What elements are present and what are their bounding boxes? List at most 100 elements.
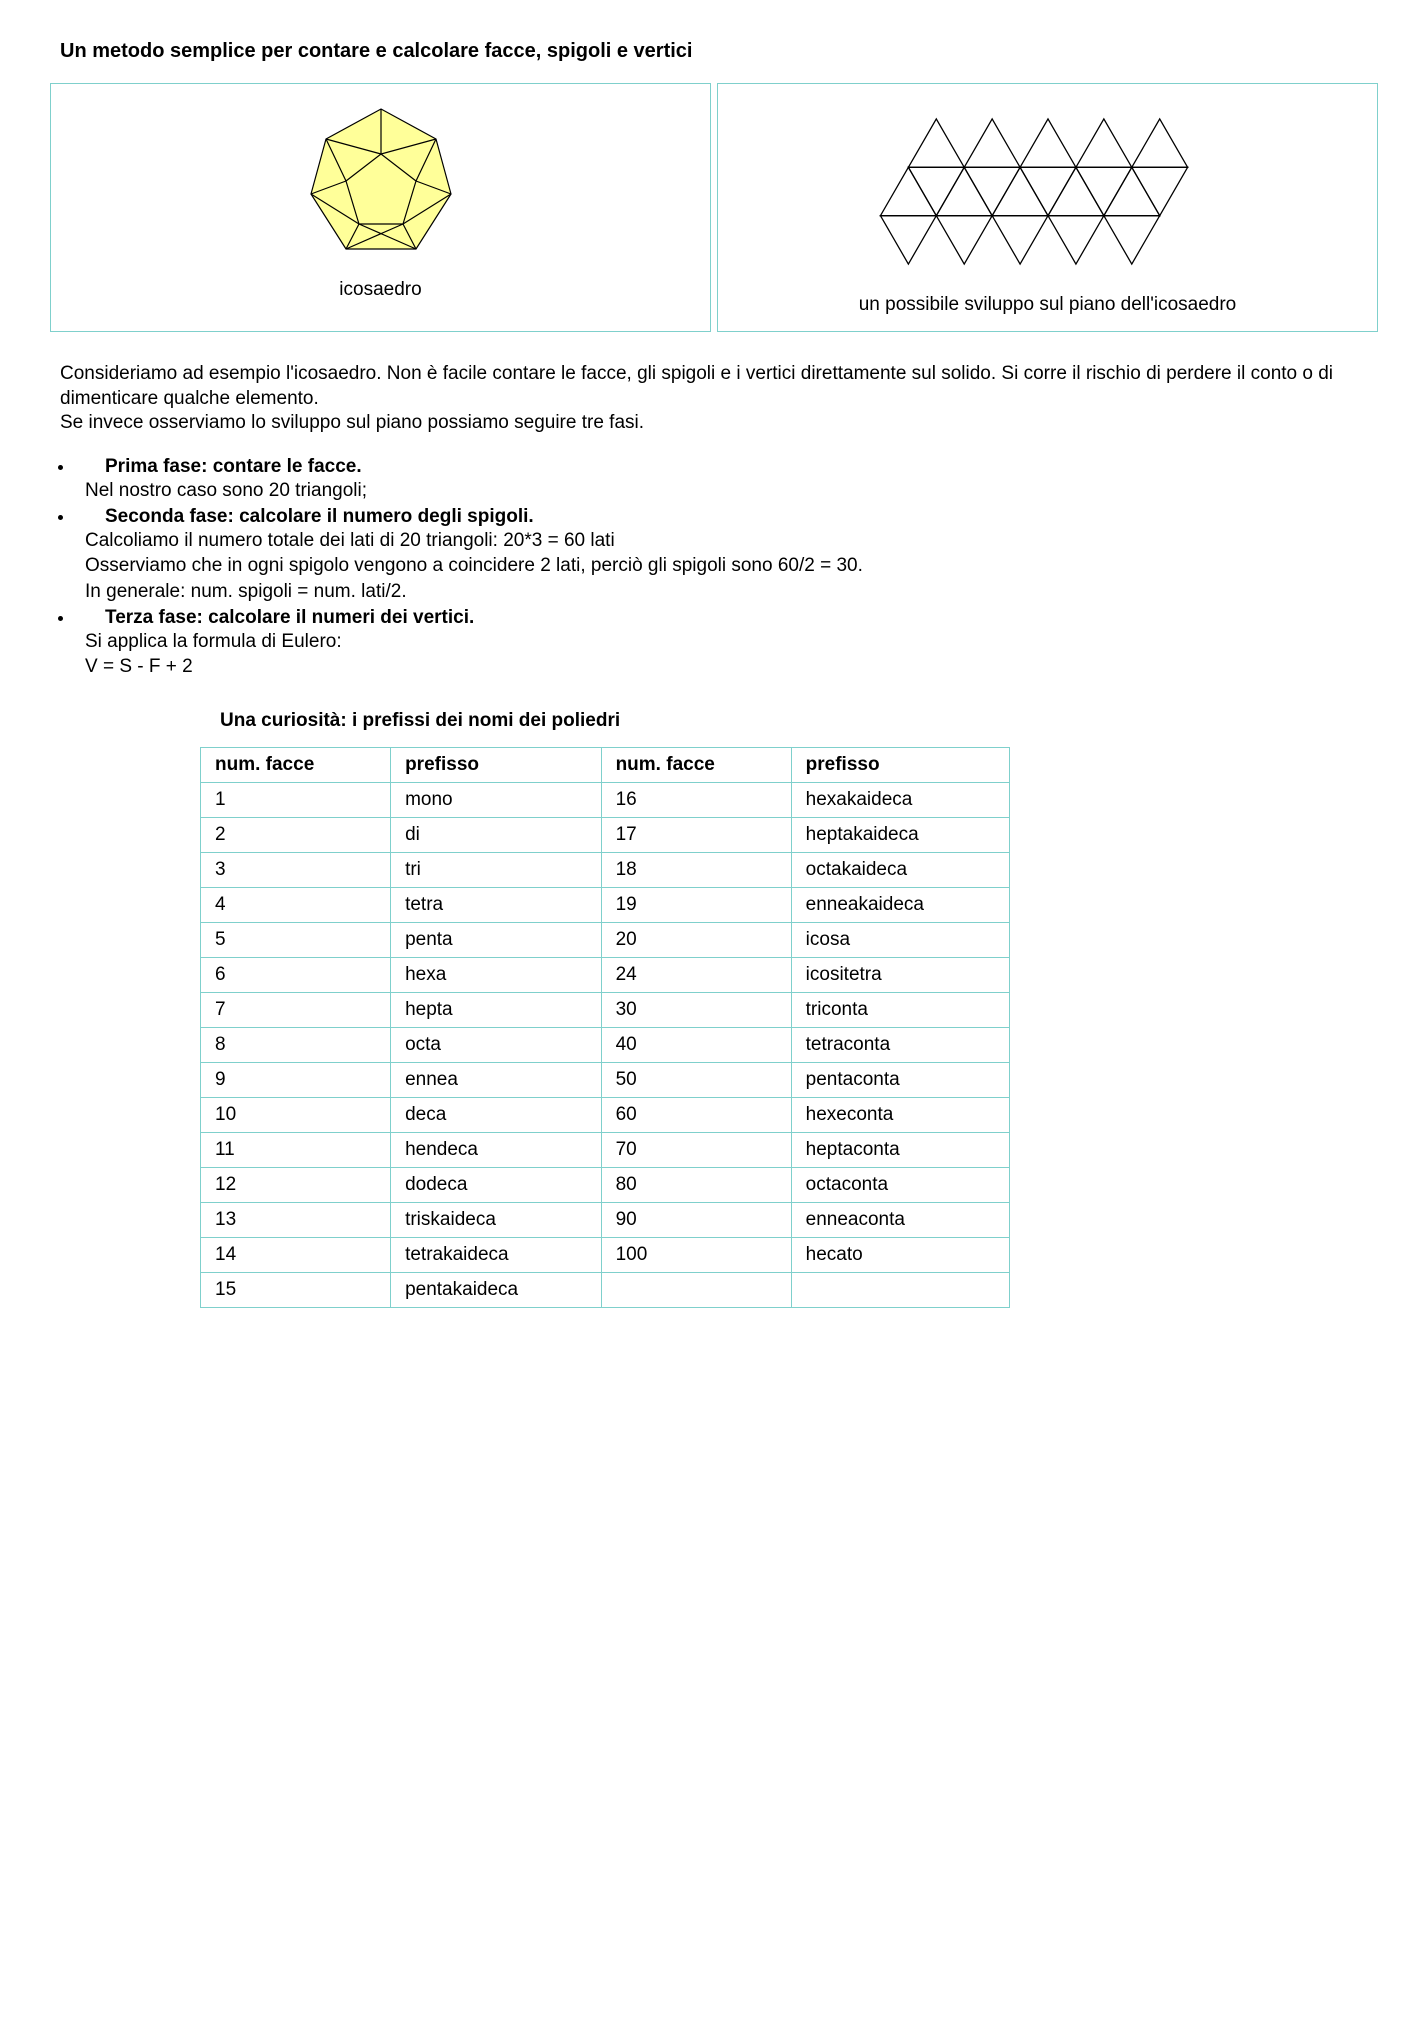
phase-title: Prima fase: contare le facce. <box>105 456 1378 478</box>
table-cell: tetrakaideca <box>391 1237 602 1272</box>
table-cell: 30 <box>601 992 791 1027</box>
table-cell: 13 <box>201 1202 391 1237</box>
table-cell: pentakaideca <box>391 1272 602 1307</box>
table-cell: hepta <box>391 992 602 1027</box>
table-cell: 90 <box>601 1202 791 1237</box>
table-cell: tri <box>391 852 602 887</box>
table-cell: heptakaideca <box>791 817 1009 852</box>
phase-body: Si applica la formula di Eulero:V = S - … <box>85 629 1378 680</box>
table-cell: 40 <box>601 1027 791 1062</box>
table-row: 2di17heptakaideca <box>201 817 1010 852</box>
phases-list: Prima fase: contare le facce.Nel nostro … <box>50 456 1378 680</box>
table-cell: hecato <box>791 1237 1009 1272</box>
table-cell: 17 <box>601 817 791 852</box>
table-cell: 8 <box>201 1027 391 1062</box>
table-cell: deca <box>391 1097 602 1132</box>
table-header: prefisso <box>791 747 1009 782</box>
table-cell: triconta <box>791 992 1009 1027</box>
table-row: 6hexa24icositetra <box>201 957 1010 992</box>
table-row: 9ennea50pentaconta <box>201 1062 1010 1097</box>
table-cell: dodeca <box>391 1167 602 1202</box>
table-row: 5penta20icosa <box>201 922 1010 957</box>
table-row: 14tetrakaideca100hecato <box>201 1237 1010 1272</box>
phase-item: Terza fase: calcolare il numeri dei vert… <box>75 607 1378 680</box>
table-cell: 12 <box>201 1167 391 1202</box>
figure-cell-left: icosaedro <box>50 83 711 332</box>
table-cell <box>791 1272 1009 1307</box>
table-cell: pentaconta <box>791 1062 1009 1097</box>
phase-title: Seconda fase: calcolare il numero degli … <box>105 506 1378 528</box>
table-header: num. facce <box>201 747 391 782</box>
table-cell: 9 <box>201 1062 391 1097</box>
table-row: 4tetra19enneakaideca <box>201 887 1010 922</box>
table-cell: 7 <box>201 992 391 1027</box>
table-cell: 14 <box>201 1237 391 1272</box>
table-cell: 5 <box>201 922 391 957</box>
table-cell: 19 <box>601 887 791 922</box>
phase-title: Terza fase: calcolare il numeri dei vert… <box>105 607 1378 629</box>
table-cell: triskaideca <box>391 1202 602 1237</box>
table-row: 12dodeca80octaconta <box>201 1167 1010 1202</box>
table-cell: tetra <box>391 887 602 922</box>
phase-body: Nel nostro caso sono 20 triangoli; <box>85 478 1378 504</box>
table-cell: 3 <box>201 852 391 887</box>
table-cell: 18 <box>601 852 791 887</box>
intro-text: Consideriamo ad esempio l'icosaedro. Non… <box>60 362 1378 436</box>
table-cell: tetraconta <box>791 1027 1009 1062</box>
table-cell: hendeca <box>391 1132 602 1167</box>
table-cell: mono <box>391 782 602 817</box>
table-header: num. facce <box>601 747 791 782</box>
table-row: 11hendeca70heptaconta <box>201 1132 1010 1167</box>
table-cell: hexa <box>391 957 602 992</box>
curiosity-title: Una curiosità: i prefissi dei nomi dei p… <box>220 710 1378 732</box>
table-cell: 1 <box>201 782 391 817</box>
table-cell: hexeconta <box>791 1097 1009 1132</box>
intro-p1: Consideriamo ad esempio l'icosaedro. Non… <box>60 363 1333 409</box>
table-cell: 50 <box>601 1062 791 1097</box>
table-cell: 4 <box>201 887 391 922</box>
table-cell: enneaconta <box>791 1202 1009 1237</box>
table-cell: 11 <box>201 1132 391 1167</box>
table-cell: 20 <box>601 922 791 957</box>
table-cell: ennea <box>391 1062 602 1097</box>
table-row: 3tri18octakaideca <box>201 852 1010 887</box>
phase-body: Calcoliamo il numero totale dei lati di … <box>85 528 1378 605</box>
table-cell: 15 <box>201 1272 391 1307</box>
table-cell: icositetra <box>791 957 1009 992</box>
figure-row: icosaedro un possibile sviluppo sul pian… <box>50 83 1378 332</box>
table-cell: 70 <box>601 1132 791 1167</box>
table-cell: di <box>391 817 602 852</box>
prefix-table: num. facceprefissonum. facceprefisso 1mo… <box>200 747 1010 1308</box>
table-cell: 6 <box>201 957 391 992</box>
table-cell: 24 <box>601 957 791 992</box>
table-cell: 60 <box>601 1097 791 1132</box>
table-row: 10deca60hexeconta <box>201 1097 1010 1132</box>
phase-item: Seconda fase: calcolare il numero degli … <box>75 506 1378 605</box>
figure-caption-left: icosaedro <box>61 279 700 301</box>
table-cell: heptaconta <box>791 1132 1009 1167</box>
icosahedron-icon <box>296 99 466 269</box>
table-cell: icosa <box>791 922 1009 957</box>
table-row: 7hepta30triconta <box>201 992 1010 1027</box>
table-cell: 16 <box>601 782 791 817</box>
table-cell: 10 <box>201 1097 391 1132</box>
table-row: 8octa40tetraconta <box>201 1027 1010 1062</box>
table-cell: octaconta <box>791 1167 1009 1202</box>
table-header: prefisso <box>391 747 602 782</box>
table-cell: enneakaideca <box>791 887 1009 922</box>
table-cell: 80 <box>601 1167 791 1202</box>
table-cell <box>601 1272 791 1307</box>
table-cell: hexakaideca <box>791 782 1009 817</box>
table-row: 1mono16hexakaideca <box>201 782 1010 817</box>
table-cell: 100 <box>601 1237 791 1272</box>
page-title: Un metodo semplice per contare e calcola… <box>60 40 1378 63</box>
phase-item: Prima fase: contare le facce.Nel nostro … <box>75 456 1378 504</box>
table-cell: octakaideca <box>791 852 1009 887</box>
table-cell: octa <box>391 1027 602 1062</box>
intro-p2: Se invece osserviamo lo sviluppo sul pia… <box>60 412 644 433</box>
table-cell: 2 <box>201 817 391 852</box>
table-row: 15pentakaideca <box>201 1272 1010 1307</box>
icosahedron-net-icon <box>768 99 1328 284</box>
figure-cell-right: un possibile sviluppo sul piano dell'ico… <box>717 83 1378 332</box>
figure-caption-right: un possibile sviluppo sul piano dell'ico… <box>728 294 1367 316</box>
